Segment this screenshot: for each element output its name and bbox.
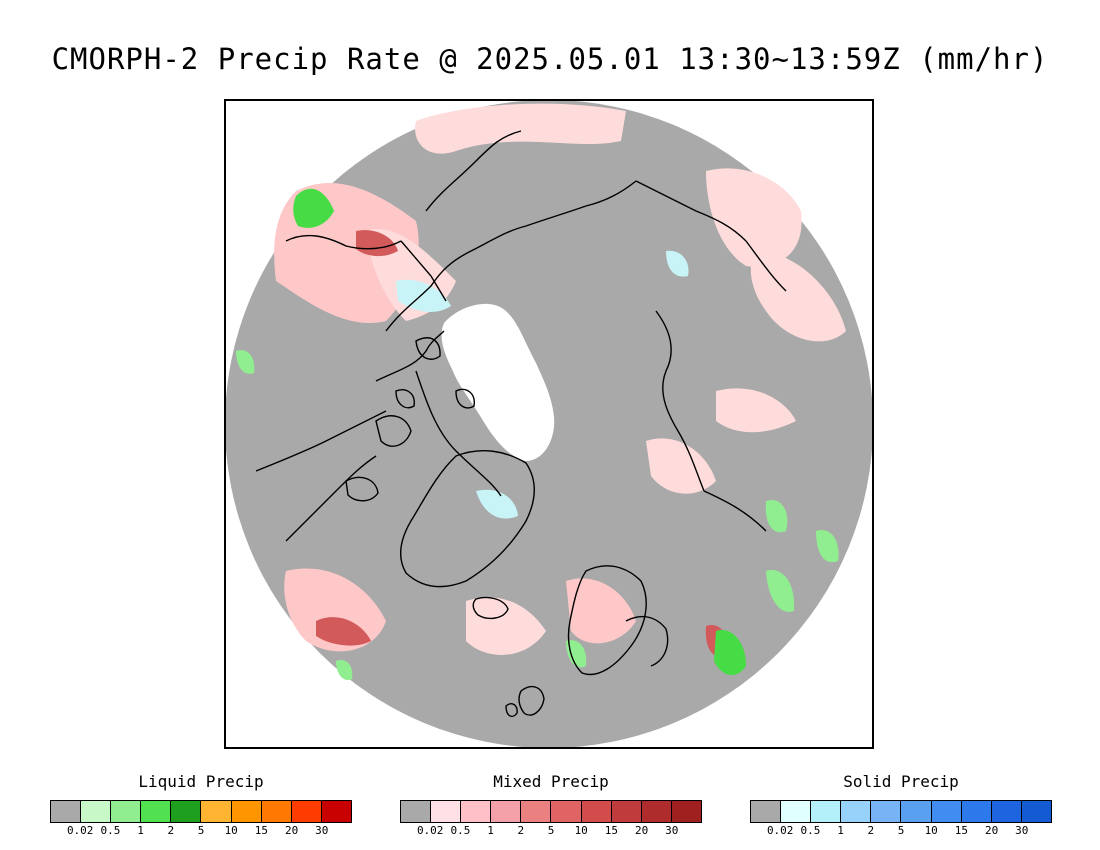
chart-title: CMORPH-2 Precip Rate @ 2025.05.01 13:30~… [51, 42, 1049, 76]
solid-precip-patch [666, 250, 689, 277]
legend-swatch [521, 801, 552, 822]
mixed-precip-patch [566, 578, 636, 644]
legend-swatch [841, 801, 872, 822]
legend-swatch [871, 801, 902, 822]
legend-tick-label: 0.02 [766, 824, 794, 837]
legend-tick-label: 0.5 [800, 824, 821, 837]
legend-tick-label: 20 [284, 824, 299, 837]
sea-ice-region [441, 303, 555, 461]
legend-solid-precip: Solid Precip 0.02 0.5 1 2 5 10 15 20 30 [750, 772, 1052, 837]
mixed-precip-patch [466, 597, 546, 655]
legend-solid-title: Solid Precip [843, 772, 959, 791]
legend-tick-label: 15 [254, 824, 269, 837]
legend-tick-label: 0.02 [416, 824, 444, 837]
coastlines [255, 130, 787, 718]
liquid-precip-patch [766, 570, 795, 612]
mixed-precip-patch [646, 438, 716, 494]
legend-swatch [1021, 801, 1051, 822]
solid-precip-patch [396, 279, 451, 313]
legend-swatch [811, 801, 842, 822]
legend-swatch [261, 801, 292, 822]
legend-swatch [171, 801, 202, 822]
liquid-precip-patch [816, 530, 839, 563]
legend-tick-label: 15 [604, 824, 619, 837]
legend-solid-ticks: 0.02 0.5 1 2 5 10 15 20 30 [750, 823, 1052, 837]
legend-tick-label: 30 [665, 824, 679, 837]
legend-swatch [991, 801, 1022, 822]
legend-swatch [321, 801, 351, 822]
legend-tick-label: 5 [197, 824, 205, 837]
legend-tick-label: 20 [984, 824, 999, 837]
legend-solid-swatches [750, 800, 1052, 823]
legend-tick-label: 2 [517, 824, 525, 837]
heavy-mixed-precip-patch [316, 617, 371, 646]
liquid-precip-patch [293, 188, 334, 228]
legend-swatch [81, 801, 112, 822]
mixed-precip-patch [415, 103, 626, 154]
legend-tick-label: 2 [167, 824, 175, 837]
legend-tick-label: 1 [137, 824, 144, 837]
legend-tick-label: 5 [547, 824, 555, 837]
legend-liquid-precip: Liquid Precip 0.02 0.5 1 2 5 10 15 20 30 [50, 772, 352, 837]
legend-tick-label: 20 [634, 824, 649, 837]
legend-swatch [551, 801, 582, 822]
legend-mixed-title: Mixed Precip [493, 772, 609, 791]
legend-swatch [931, 801, 962, 822]
legend-tick-label: 30 [315, 824, 329, 837]
legend-swatch [231, 801, 262, 822]
legend-liquid-ticks: 0.02 0.5 1 2 5 10 15 20 30 [50, 823, 352, 837]
liquid-precip-patch [566, 640, 587, 668]
legend-liquid-swatches [50, 800, 352, 823]
legend-mixed-ticks: 0.02 0.5 1 2 5 10 15 20 30 [400, 823, 702, 837]
legend-mixed-swatches [400, 800, 702, 823]
liquid-precip-patch [765, 500, 788, 533]
legend-swatch [461, 801, 492, 822]
legend-tick-label: 10 [574, 824, 588, 837]
liquid-precip-patch [236, 350, 255, 374]
heavy-mixed-precip-patch [356, 230, 398, 257]
legend-swatch [491, 801, 522, 822]
legend-liquid-title: Liquid Precip [138, 772, 264, 791]
legend-tick-label: 5 [897, 824, 905, 837]
legend-swatch [781, 801, 812, 822]
mixed-precip-patch [706, 168, 802, 267]
legend-tick-label: 1 [837, 824, 844, 837]
legend-tick-label: 15 [954, 824, 969, 837]
legend-swatch [51, 801, 82, 822]
legend-tick-label: 10 [224, 824, 238, 837]
legend-swatch [751, 801, 782, 822]
mixed-precip-patch [716, 388, 796, 433]
legend-swatch [581, 801, 612, 822]
legend-swatch [671, 801, 701, 822]
legend-tick-label: 0.5 [450, 824, 471, 837]
legend-mixed-precip: Mixed Precip 0.02 0.5 1 2 5 10 15 20 30 [400, 772, 702, 837]
legend-swatch [901, 801, 932, 822]
legend-swatch [291, 801, 322, 822]
polar-precip-map [226, 101, 872, 747]
legend-swatch [401, 801, 432, 822]
legend-tick-label: 2 [867, 824, 875, 837]
legend-swatch [431, 801, 462, 822]
legend-swatch [201, 801, 232, 822]
legend-tick-label: 10 [924, 824, 938, 837]
legend-tick-label: 0.02 [66, 824, 94, 837]
polar-map-frame [224, 99, 874, 749]
legend-swatch [611, 801, 642, 822]
legend-swatch [111, 801, 142, 822]
legend-swatch [641, 801, 672, 822]
solid-precip-patch [476, 489, 518, 519]
legend-swatch [961, 801, 992, 822]
liquid-precip-patch [336, 659, 353, 681]
legend-tick-label: 0.5 [100, 824, 121, 837]
legend-swatch [141, 801, 172, 822]
mixed-precip-patch [750, 251, 846, 342]
precip-areas [236, 103, 846, 681]
legend-tick-label: 30 [1015, 824, 1029, 837]
legend-tick-label: 1 [487, 824, 494, 837]
liquid-precip-patch [714, 630, 746, 676]
